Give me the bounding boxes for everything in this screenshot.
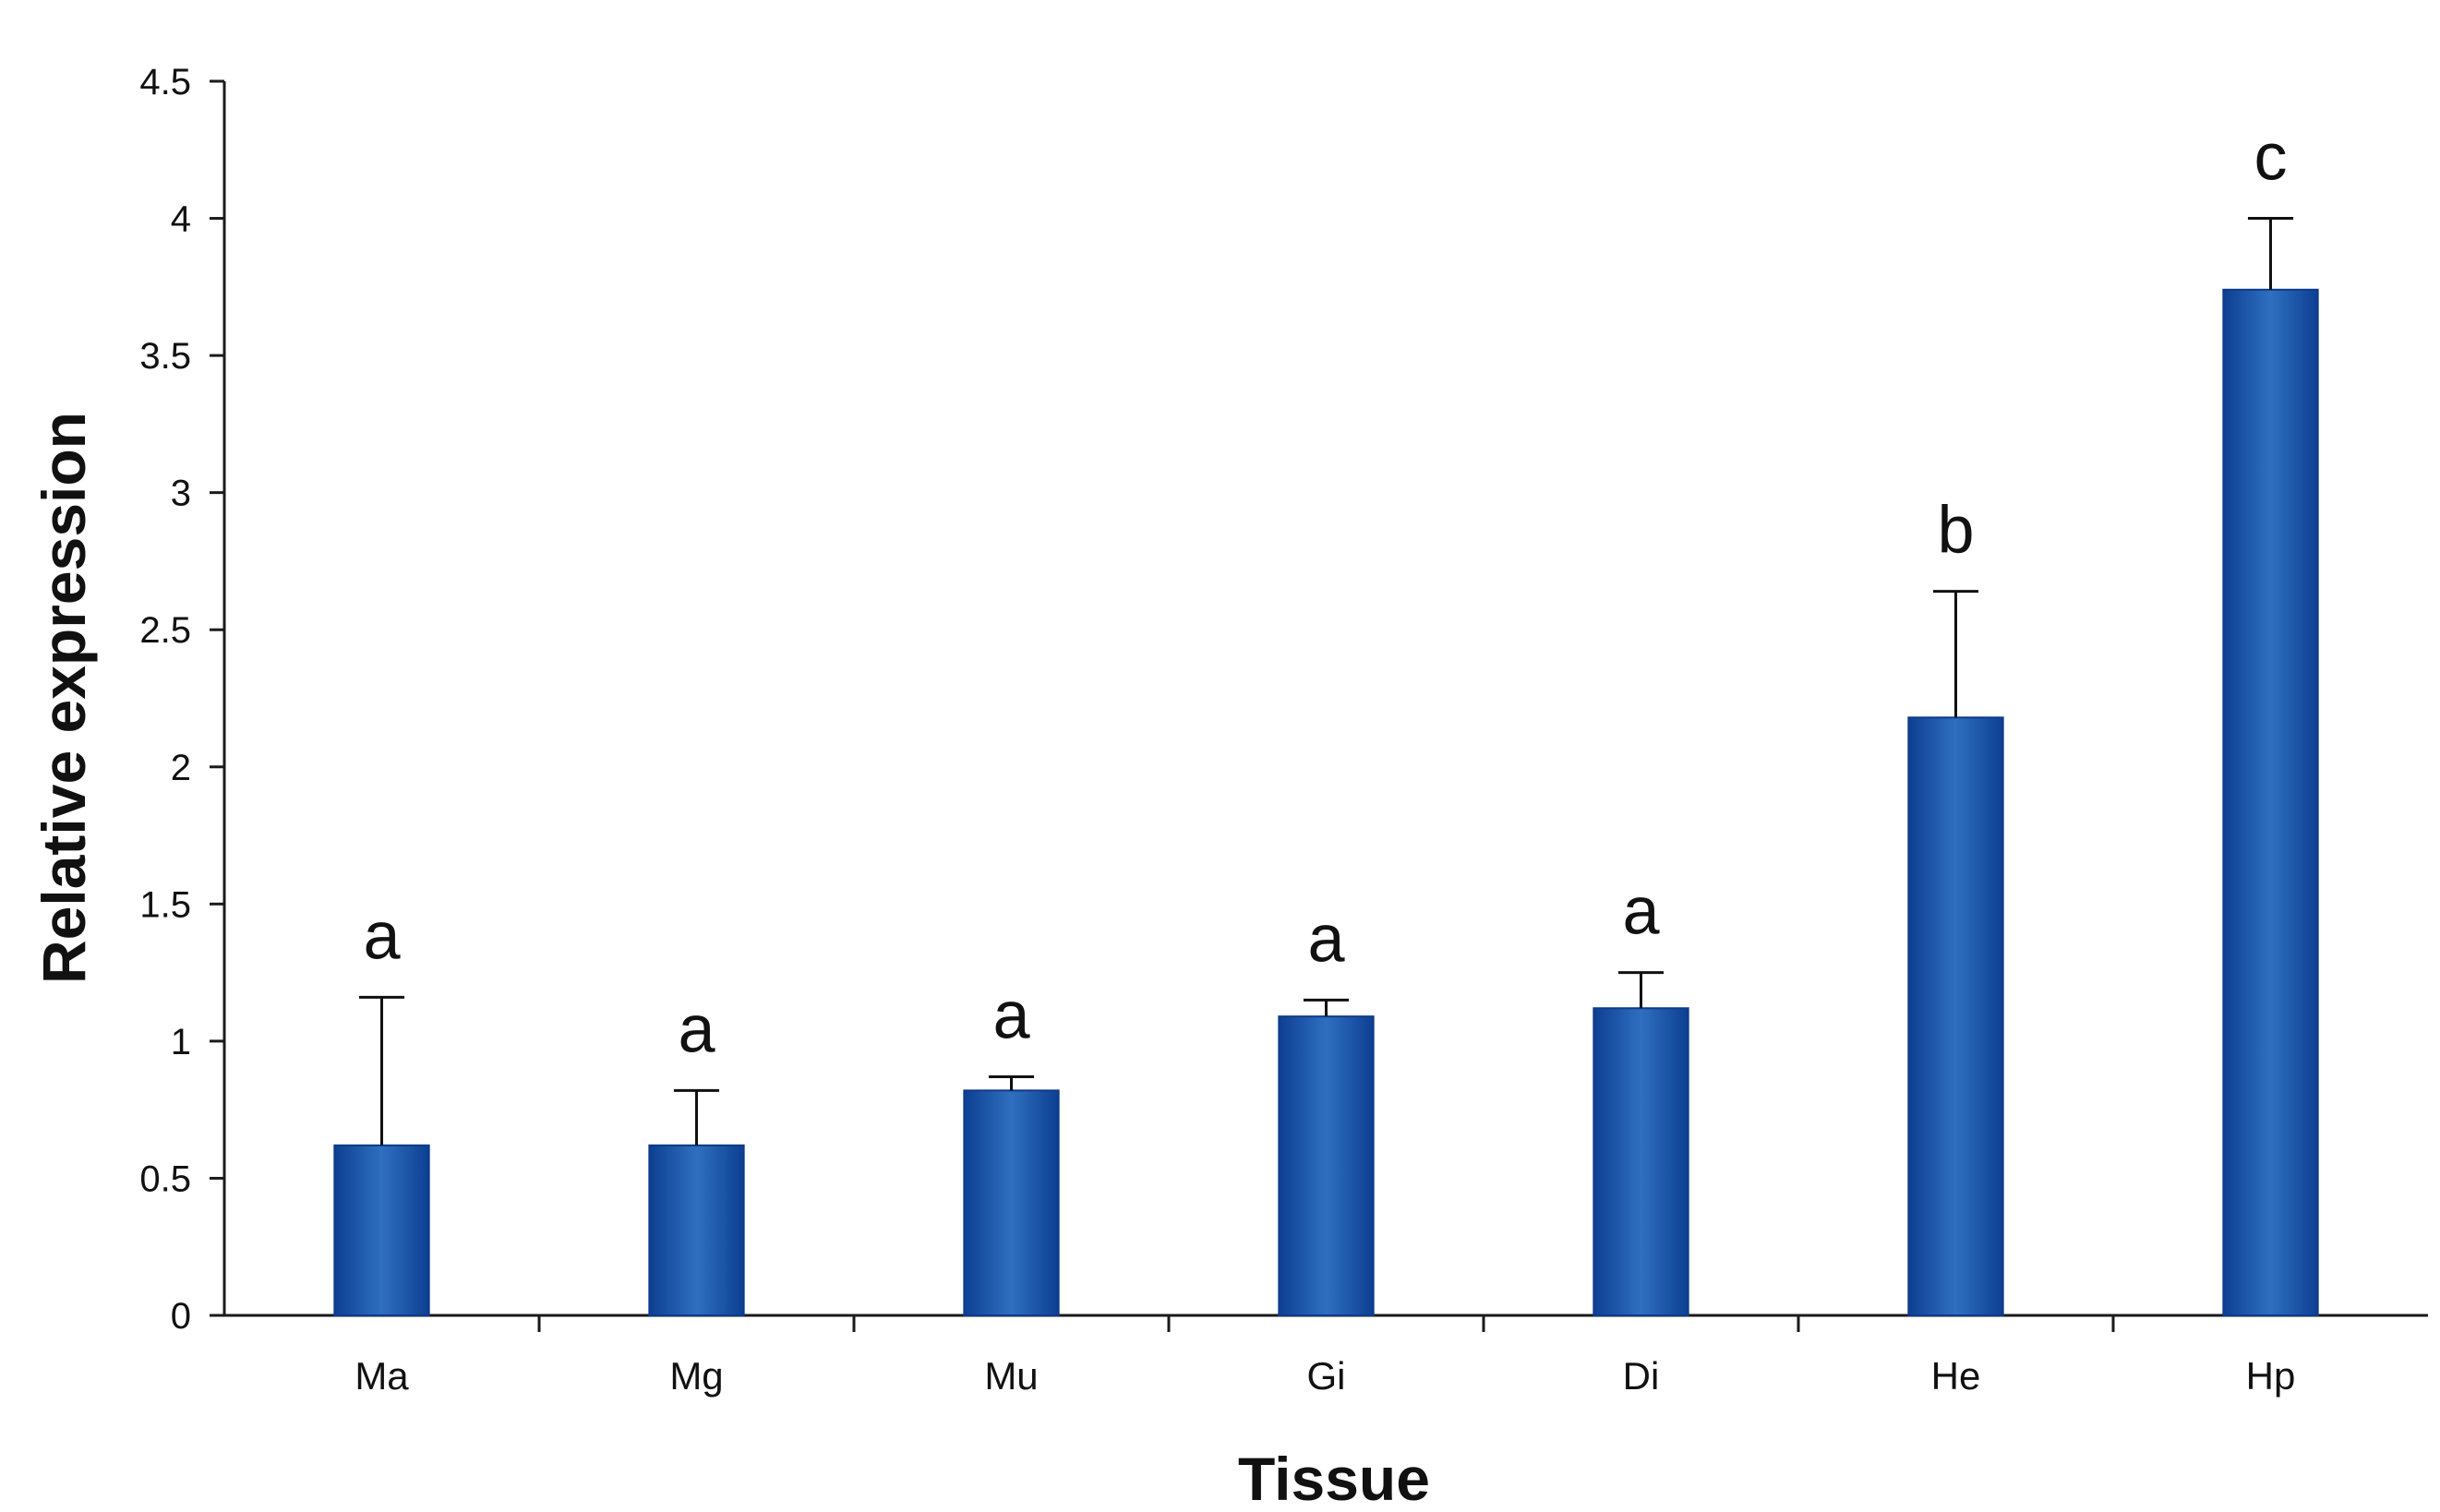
y-tick-label: 3 — [171, 474, 191, 514]
y-tick-label: 2 — [171, 748, 191, 788]
y-tick-label: 0 — [171, 1296, 191, 1337]
significance-label-mu: a — [992, 979, 1030, 1053]
y-tick-label: 0.5 — [139, 1158, 191, 1199]
bar-mu — [963, 1089, 1060, 1316]
y-tick-label: 1.5 — [139, 884, 191, 925]
significance-label-hp: c — [2254, 121, 2288, 195]
significance-label-di: a — [1622, 875, 1660, 949]
bars — [333, 288, 2319, 1317]
x-category-label: Ma — [355, 1354, 409, 1398]
significance-label-gi: a — [1307, 902, 1345, 976]
x-category-label: Mu — [984, 1354, 1038, 1398]
y-tick-label: 3.5 — [139, 336, 191, 377]
y-tick-label: 4 — [171, 199, 191, 240]
y-axis: 0 0.5 1 1.5 2 2.5 3 3.5 4 4.5 — [139, 62, 226, 1337]
x-category-label: He — [1931, 1354, 1981, 1398]
y-axis-title: Relative expression — [30, 412, 98, 984]
significance-label-he: b — [1937, 494, 1974, 568]
y-tick-label: 1 — [171, 1022, 191, 1062]
y-ticks: 0 0.5 1 1.5 2 2.5 3 3.5 4 4.5 — [139, 62, 224, 1337]
x-category-label: Di — [1623, 1354, 1660, 1398]
bar-he — [1907, 716, 2004, 1316]
significance-label-mg: a — [678, 992, 715, 1066]
y-tick-label: 4.5 — [139, 62, 191, 102]
bar-mg — [648, 1144, 745, 1317]
significance-label-ma: a — [363, 899, 401, 973]
error-bars — [358, 217, 2294, 1146]
bar-hp — [2222, 288, 2319, 1316]
x-category-label: Mg — [669, 1354, 723, 1398]
category-labels: Ma Mg Mu Gi Di He Hp — [355, 1354, 2295, 1398]
x-axis-title: Tissue — [1238, 1445, 1430, 1512]
x-category-label: Gi — [1307, 1354, 1346, 1398]
x-axis — [224, 1314, 2428, 1332]
bar-di — [1593, 1007, 1689, 1317]
x-ticks — [537, 1315, 2115, 1332]
significance-labels: a a a a a b c — [363, 121, 2287, 1067]
bar-gi — [1278, 1015, 1375, 1317]
bar-ma — [333, 1144, 430, 1317]
y-tick-label: 2.5 — [139, 610, 191, 651]
x-category-label: Hp — [2246, 1354, 2296, 1398]
